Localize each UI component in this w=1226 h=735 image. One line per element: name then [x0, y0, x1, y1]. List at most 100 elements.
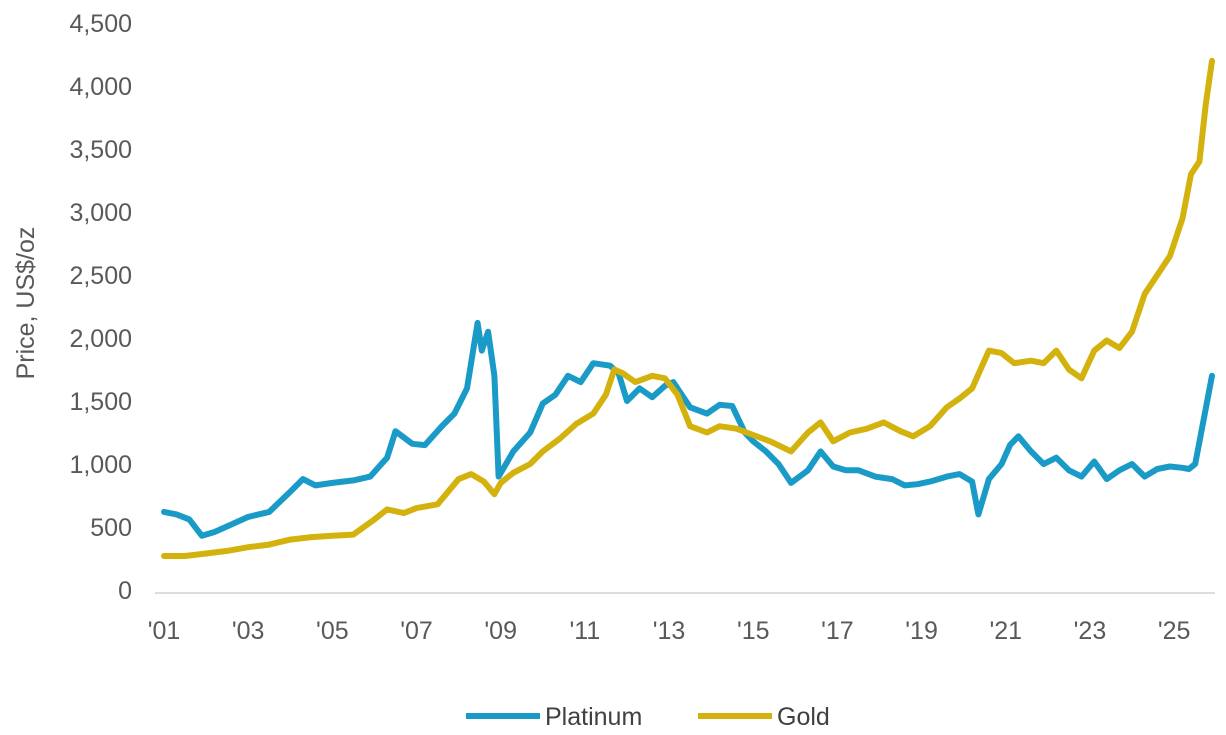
data-point-platinum: [1009, 444, 1011, 446]
data-point-gold: [1131, 331, 1133, 333]
data-point-gold: [184, 555, 186, 557]
data-point-platinum: [1203, 419, 1205, 421]
data-point-gold: [576, 423, 577, 425]
x-tick-label: '15: [737, 617, 770, 645]
data-point-gold: [807, 432, 809, 433]
data-point-platinum: [778, 463, 779, 465]
data-point-gold: [289, 539, 291, 541]
data-point-platinum: [1194, 463, 1196, 465]
data-point-platinum: [230, 524, 232, 525]
x-tick-label: '11: [570, 617, 601, 645]
data-point-platinum: [1093, 461, 1095, 462]
data-point-platinum: [916, 483, 918, 485]
data-point-platinum: [567, 375, 569, 377]
legend: Platinum Gold: [466, 703, 830, 731]
data-point-platinum: [176, 513, 178, 515]
legend-label-platinum: Platinum: [545, 703, 642, 731]
data-point-platinum: [481, 350, 483, 352]
data-point-platinum: [487, 331, 489, 333]
x-tick-label: '23: [1074, 617, 1107, 645]
data-point-platinum: [731, 405, 733, 407]
data-point-platinum: [672, 381, 674, 383]
data-point-platinum: [988, 478, 990, 480]
y-tick-label: 3,000: [69, 199, 132, 227]
x-tick-label: '25: [1158, 617, 1191, 645]
data-point-gold: [493, 493, 495, 495]
data-point-platinum: [395, 430, 396, 432]
data-point-gold: [719, 425, 721, 427]
data-point-platinum: [352, 479, 354, 481]
data-point-platinum: [1001, 463, 1003, 465]
data-point-platinum: [268, 511, 270, 513]
data-point-platinum: [315, 484, 316, 486]
data-point-platinum: [1169, 466, 1171, 467]
data-point-platinum: [971, 481, 973, 483]
data-point-gold: [1118, 347, 1120, 349]
data-point-platinum: [188, 518, 190, 520]
y-tick-label: 3,500: [69, 136, 132, 164]
x-tick-label: '07: [400, 617, 433, 645]
data-point-gold: [634, 381, 636, 383]
data-point-platinum: [609, 365, 611, 367]
data-point-gold: [1182, 217, 1183, 219]
data-point-platinum: [1131, 463, 1133, 465]
series-line-platinum: [161, 319, 1215, 539]
y-tick-label: 2,000: [69, 325, 132, 353]
data-point-gold: [929, 425, 931, 427]
y-tick-label: 0: [118, 577, 132, 605]
data-point-gold: [403, 512, 405, 514]
data-point-platinum: [946, 476, 948, 478]
data-point-gold: [1144, 293, 1146, 295]
y-tick-label: 500: [90, 514, 132, 542]
data-point-gold: [988, 350, 990, 352]
data-point-platinum: [977, 513, 979, 515]
data-point-platinum: [1106, 478, 1108, 480]
data-point-gold: [416, 507, 417, 509]
data-point-platinum: [639, 387, 641, 389]
data-point-gold: [605, 394, 607, 396]
data-point-platinum: [1030, 450, 1032, 452]
data-point-gold: [331, 535, 333, 537]
y-tick-label: 4,000: [69, 73, 132, 101]
data-point-gold: [832, 440, 834, 442]
data-point-platinum: [1182, 467, 1183, 469]
data-point-gold: [689, 425, 691, 427]
x-tick-label: '19: [905, 617, 938, 645]
data-point-platinum: [493, 375, 495, 377]
data-point-platinum: [477, 322, 479, 324]
data-point-gold: [622, 372, 624, 374]
data-point-gold: [163, 555, 165, 557]
x-tick-label: '21: [989, 617, 1022, 645]
data-point-platinum: [1118, 469, 1120, 471]
data-point-gold: [529, 463, 531, 465]
data-point-gold: [677, 394, 678, 396]
data-point-gold: [1055, 350, 1057, 352]
data-point-platinum: [542, 403, 544, 404]
x-axis-ticks: '01 '03 '05 '07 '09 '11 '13 '15 '17 '19 '21 '23 '25: [148, 617, 1191, 645]
data-point-platinum: [247, 516, 249, 518]
data-point-platinum: [807, 469, 809, 471]
x-tick-label: '03: [232, 617, 265, 645]
data-point-gold: [820, 421, 822, 423]
data-point-platinum: [453, 413, 455, 415]
data-point-gold: [1205, 104, 1207, 106]
data-point-platinum: [369, 476, 371, 478]
data-point-platinum: [719, 404, 721, 406]
data-point-platinum: [651, 396, 653, 398]
data-point-platinum: [664, 385, 666, 387]
data-point-gold: [1156, 274, 1158, 276]
data-point-gold: [1043, 362, 1045, 364]
data-point-gold: [912, 435, 914, 437]
data-point-platinum: [706, 413, 708, 415]
data-point-platinum: [689, 406, 691, 408]
data-point-gold: [386, 508, 388, 510]
data-point-platinum: [1188, 468, 1190, 470]
data-point-gold: [1190, 173, 1192, 175]
data-point-platinum: [1017, 435, 1019, 437]
data-point-gold: [664, 377, 666, 379]
data-point-platinum: [891, 478, 893, 480]
data-point-platinum: [386, 457, 388, 459]
data-point-gold: [437, 503, 439, 505]
data-point-platinum: [1081, 476, 1082, 478]
